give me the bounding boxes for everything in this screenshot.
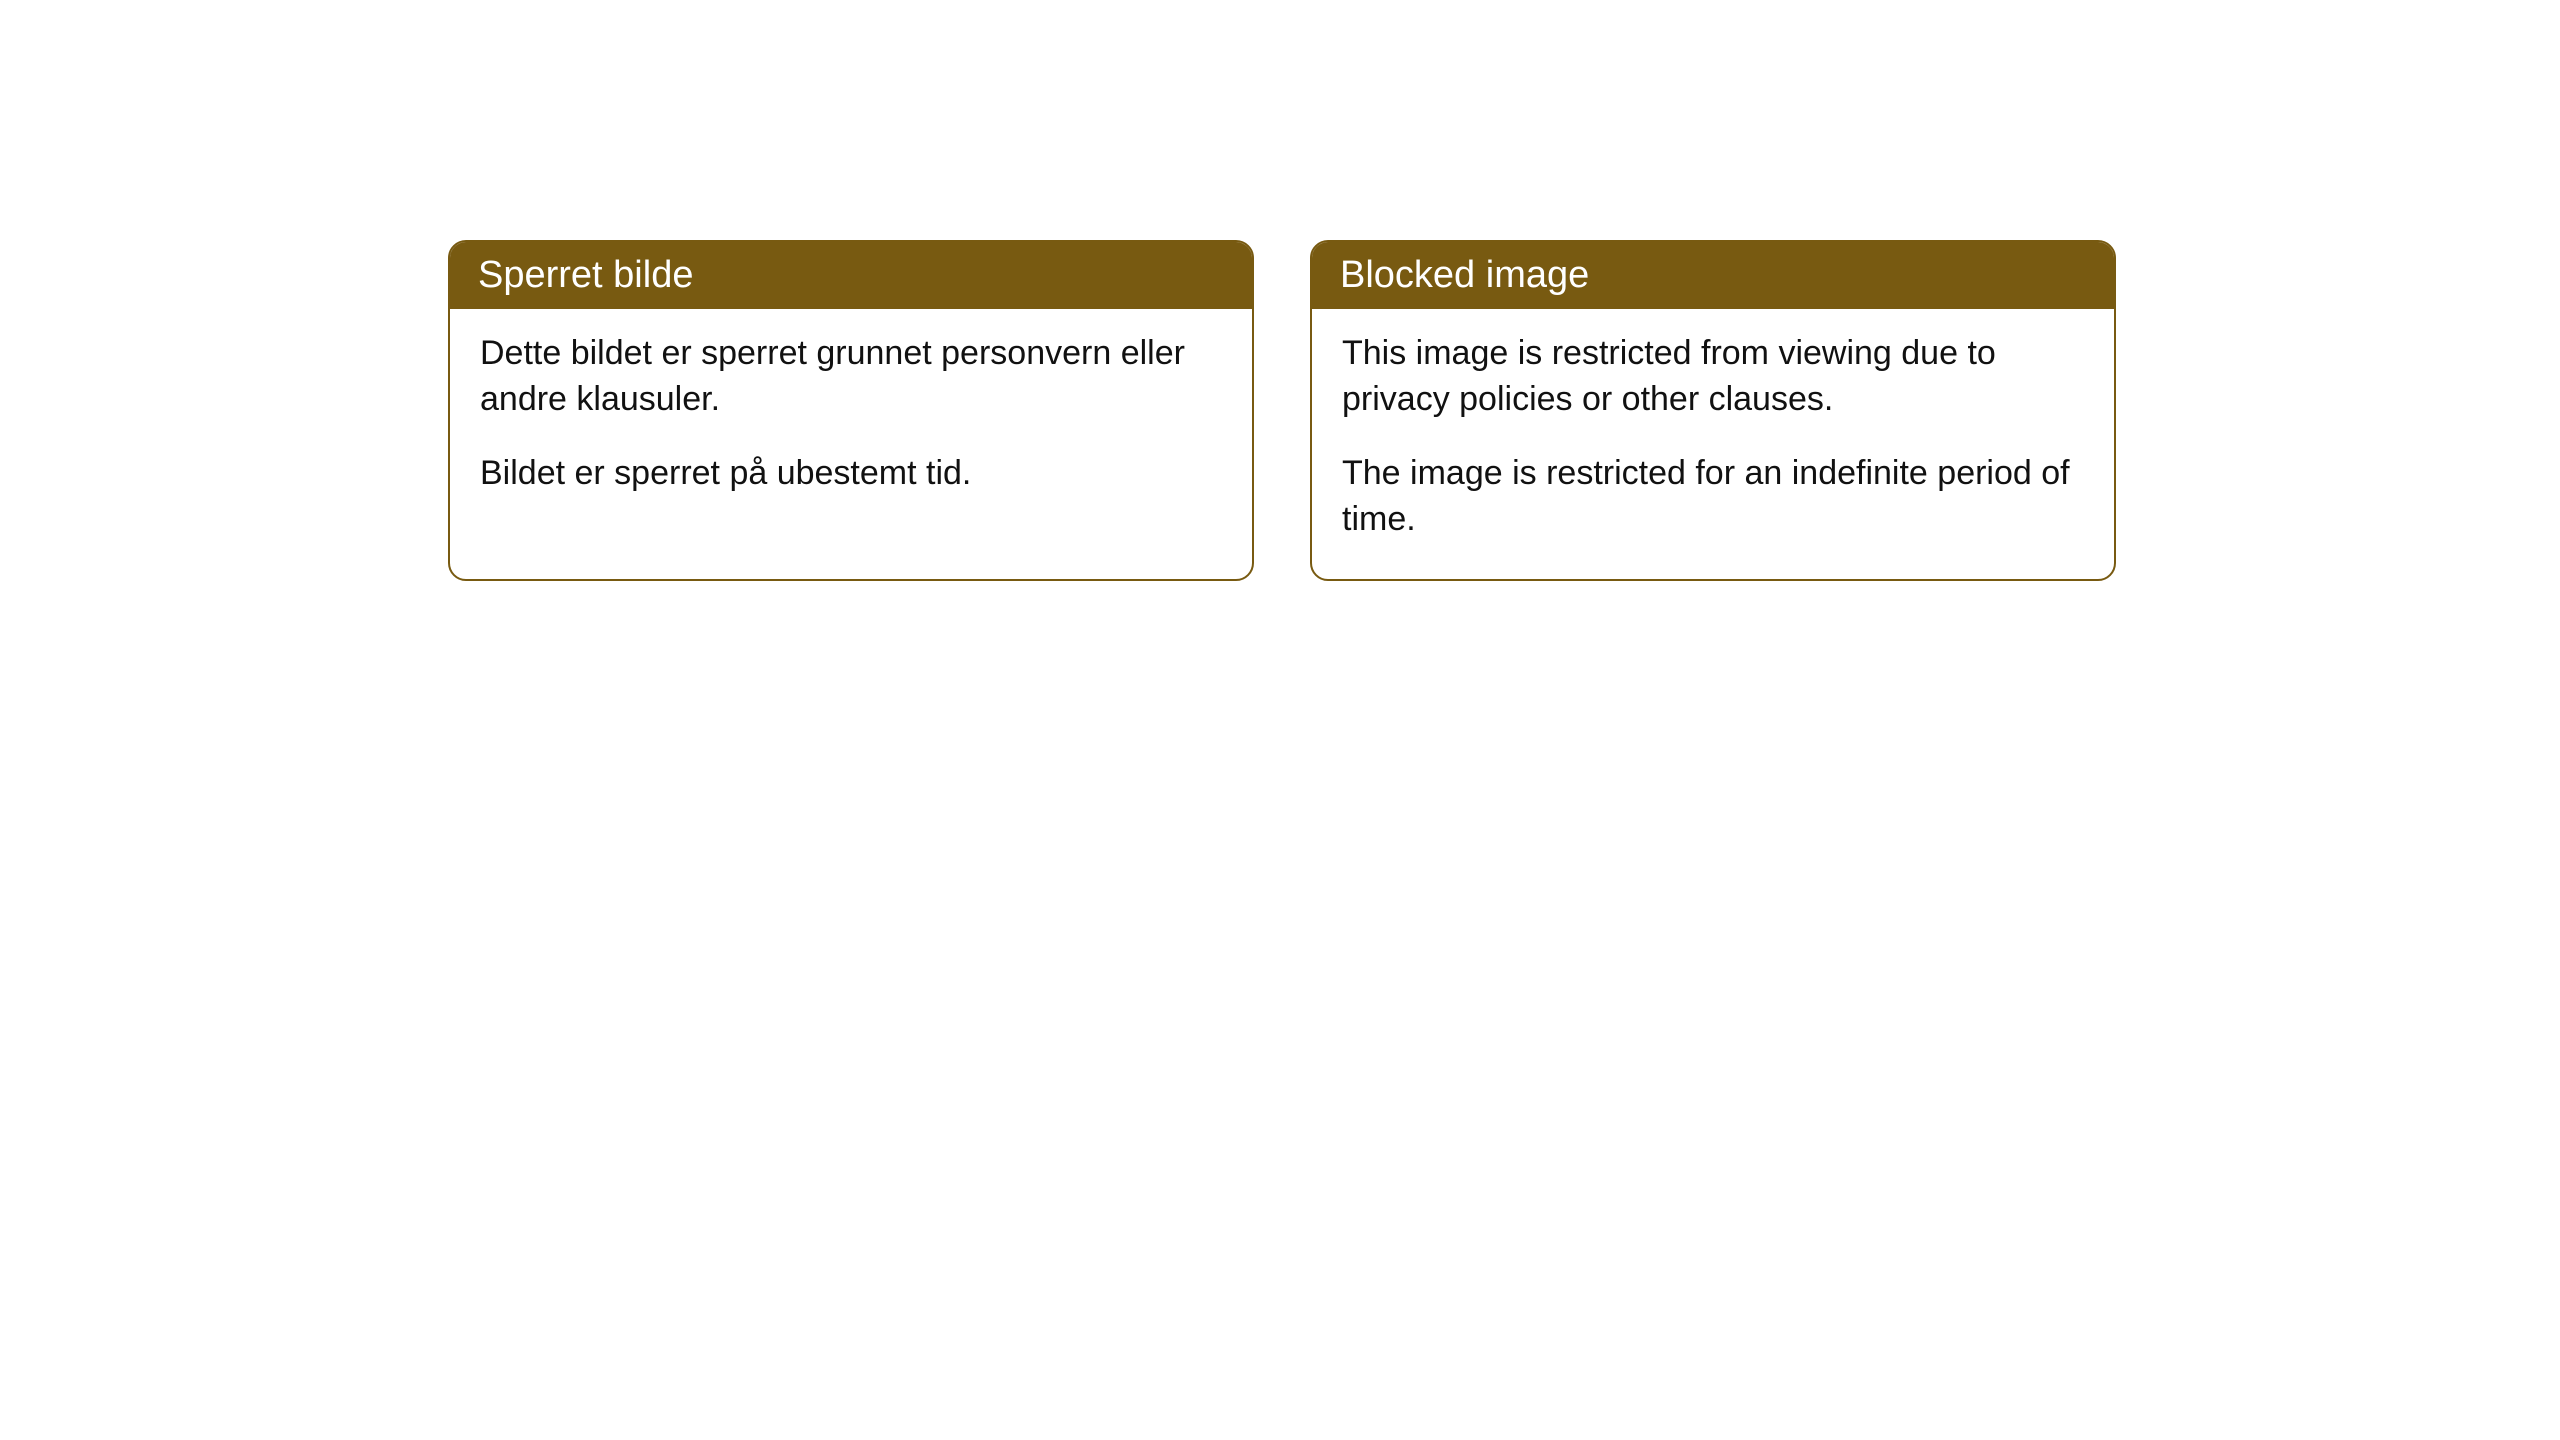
card-paragraph: Bildet er sperret på ubestemt tid. bbox=[480, 451, 1222, 497]
card-body: Dette bildet er sperret grunnet personve… bbox=[450, 309, 1252, 533]
notice-card-english: Blocked image This image is restricted f… bbox=[1310, 240, 2116, 581]
card-title: Blocked image bbox=[1340, 254, 1589, 296]
card-header: Blocked image bbox=[1312, 242, 2114, 309]
card-paragraph: Dette bildet er sperret grunnet personve… bbox=[480, 331, 1222, 423]
card-body: This image is restricted from viewing du… bbox=[1312, 309, 2114, 579]
notice-cards-container: Sperret bilde Dette bildet er sperret gr… bbox=[448, 240, 2560, 581]
notice-card-norwegian: Sperret bilde Dette bildet er sperret gr… bbox=[448, 240, 1254, 581]
card-header: Sperret bilde bbox=[450, 242, 1252, 309]
card-paragraph: The image is restricted for an indefinit… bbox=[1342, 451, 2084, 543]
card-title: Sperret bilde bbox=[478, 254, 693, 296]
card-paragraph: This image is restricted from viewing du… bbox=[1342, 331, 2084, 423]
